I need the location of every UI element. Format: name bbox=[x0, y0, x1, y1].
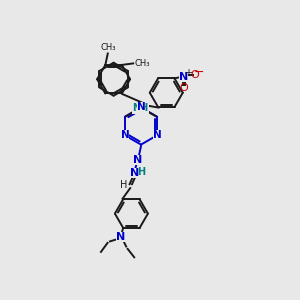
Text: N: N bbox=[136, 102, 146, 112]
Text: CH₃: CH₃ bbox=[100, 43, 116, 52]
Text: N: N bbox=[133, 154, 142, 165]
Text: N: N bbox=[153, 130, 161, 140]
Text: H: H bbox=[137, 167, 145, 177]
Text: N: N bbox=[121, 130, 129, 140]
Text: NH: NH bbox=[133, 103, 149, 113]
Text: N: N bbox=[179, 72, 188, 82]
Text: O: O bbox=[190, 70, 199, 80]
Text: +: + bbox=[184, 68, 192, 78]
Text: NH: NH bbox=[132, 103, 148, 113]
Text: N: N bbox=[130, 168, 139, 178]
Text: −: − bbox=[194, 66, 204, 79]
Text: H: H bbox=[120, 180, 127, 190]
Text: O: O bbox=[180, 83, 188, 93]
Text: CH₃: CH₃ bbox=[134, 59, 150, 68]
Text: N: N bbox=[116, 232, 125, 242]
